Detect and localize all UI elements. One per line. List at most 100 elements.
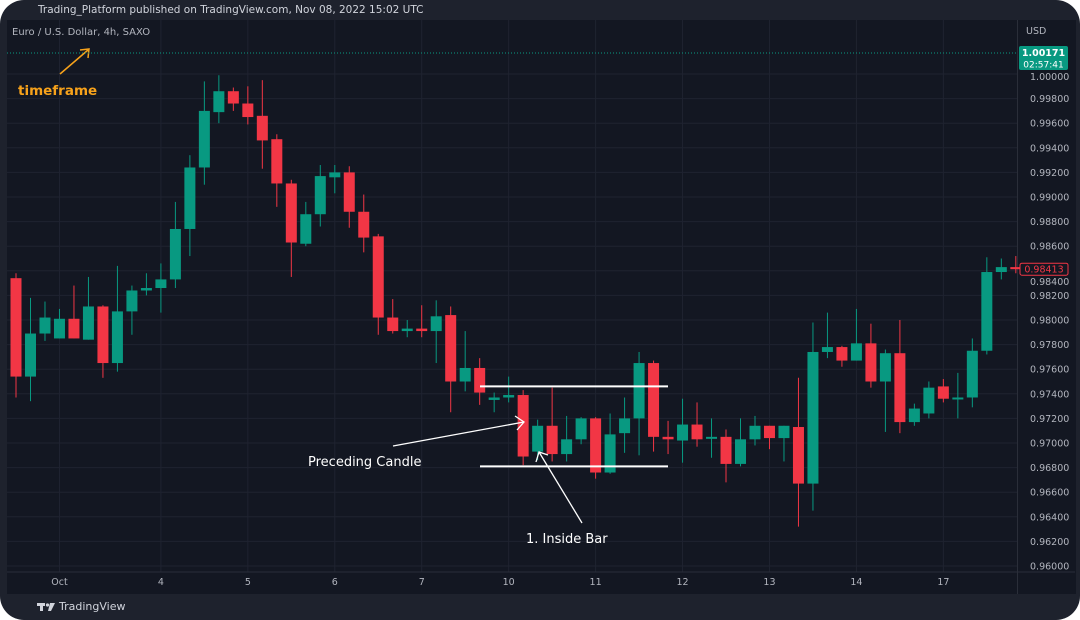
candle-bullish[interactable] [619,397,631,453]
candle-bullish[interactable] [184,155,196,257]
candle-bullish[interactable] [314,165,326,227]
candle-bearish[interactable] [416,305,428,338]
y-tick-label: 0.96600 [1030,488,1069,499]
candle-body [691,424,703,440]
price-axis[interactable] [1017,20,1076,594]
candle-bullish[interactable] [213,75,225,124]
candle-bullish[interactable] [329,165,341,194]
x-tick-label: Oct [51,577,68,588]
candle-body [604,434,616,473]
candle-body [358,211,370,238]
x-tick-label: 11 [590,577,602,588]
candle-bearish[interactable] [445,306,457,413]
candle-bullish[interactable] [633,351,645,456]
bar-countdown: 02:57:41 [1023,60,1063,70]
candle-bullish[interactable] [966,338,978,408]
candle-body [126,290,138,312]
preceding-arrowhead-icon [514,415,525,431]
candle-bullish[interactable] [561,415,573,462]
candle-bullish[interactable] [706,418,718,458]
candle-bullish[interactable] [155,263,167,313]
candle-body [416,328,428,332]
candle-bearish[interactable] [792,377,804,527]
candle-body [24,333,36,377]
candle-bearish[interactable] [546,387,558,462]
candle-bearish[interactable] [865,323,877,388]
candle-bullish[interactable] [778,425,790,462]
candle-bearish[interactable] [358,194,370,253]
candle-bullish[interactable] [126,285,138,335]
candle-bearish[interactable] [691,402,703,447]
x-tick-label: 10 [503,577,515,588]
candle-bullish[interactable] [807,322,819,511]
candle-body [53,318,65,339]
candle-body [387,317,399,332]
candle-bullish[interactable] [850,308,862,361]
candle-bearish[interactable] [242,86,254,125]
candle-bullish[interactable] [111,265,123,372]
candle-bullish[interactable] [82,276,94,340]
candle-bearish[interactable] [271,134,283,207]
candle-bullish[interactable] [575,417,587,445]
chart-pane[interactable] [7,20,1017,594]
candle-bullish[interactable] [981,257,993,355]
candle-bullish[interactable] [39,301,51,341]
candle-bullish[interactable] [430,300,442,364]
candle-body [82,306,94,340]
candle-body [343,172,355,212]
candle-bullish[interactable] [735,418,746,467]
candle-bullish[interactable] [952,372,964,419]
candle-bullish[interactable] [749,415,761,446]
candle-bearish[interactable] [10,273,22,398]
candle-bearish[interactable] [285,179,297,277]
close-price-tag[interactable] [1019,262,1069,276]
candle-bearish[interactable] [387,299,399,334]
candle-bearish[interactable] [590,417,602,479]
candle-bullish[interactable] [677,398,689,463]
candle-bearish[interactable] [372,233,384,335]
candle-bearish[interactable] [662,420,674,455]
candle-bearish[interactable] [68,285,80,339]
candle-bullish[interactable] [24,297,36,402]
candle-bullish[interactable] [923,381,935,419]
candle-body [619,418,631,434]
candle-bearish[interactable] [343,166,355,228]
candle-bullish[interactable] [140,273,152,296]
candle-bearish[interactable] [763,425,775,450]
candle-body [937,386,949,399]
candle-bullish[interactable] [401,320,413,338]
candle-bearish[interactable] [1010,256,1022,274]
candle-body [677,424,689,441]
candle-bullish[interactable] [459,331,471,392]
candle-bearish[interactable] [256,80,268,169]
candle-bullish[interactable] [53,308,65,339]
candle-bearish[interactable] [894,320,906,434]
candle-bullish[interactable] [908,403,920,426]
candle-bullish[interactable] [300,201,312,247]
candle-bearish[interactable] [648,360,660,452]
candle-bullish[interactable] [503,376,515,403]
candle-body [271,139,283,184]
candle-bullish[interactable] [995,258,1007,280]
candle-body [329,172,341,178]
candle-bearish[interactable] [474,358,486,405]
candle-bullish[interactable] [604,413,616,474]
candle-body [995,267,1007,273]
tradingview-logo[interactable]: TradingView [37,600,125,613]
candle-bearish[interactable] [227,87,239,111]
candle-bullish[interactable] [879,349,891,432]
candle-body [836,347,848,361]
candle-bearish[interactable] [836,345,848,367]
candle-bearish[interactable] [937,379,949,403]
candle-bearish[interactable] [720,429,732,483]
candle-body [792,427,804,484]
candle-bearish[interactable] [97,305,109,378]
candle-bullish[interactable] [532,419,544,461]
candle-bearish[interactable] [517,390,529,466]
candle-bullish[interactable] [198,81,210,185]
candle-bullish[interactable] [821,312,833,359]
candle-bullish[interactable] [169,201,181,289]
candle-bullish[interactable] [488,392,500,413]
last-price-tag[interactable] [1019,45,1068,70]
